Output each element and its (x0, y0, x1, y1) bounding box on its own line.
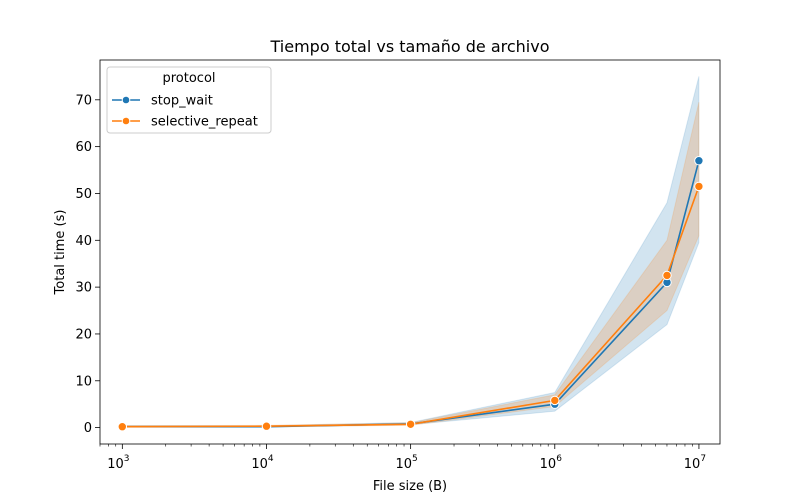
data-point-selective-repeat (550, 395, 560, 406)
series-lines (122, 160, 700, 428)
y-tick-label: 70 (75, 93, 92, 108)
y-axis: 0 10 20 30 40 50 60 70 (75, 93, 100, 436)
data-point-selective-repeat (694, 181, 704, 192)
series-line-stop-wait (122, 160, 700, 428)
ci-band-selective-repeat (121, 101, 700, 428)
x-axis-label: File size (B) (373, 479, 447, 494)
data-point-selective-repeat (261, 421, 272, 431)
legend: protocol stop_wait selective_repeat (106, 66, 272, 134)
legend-box (106, 66, 272, 134)
chart-title: Tiempo total vs tamaño de archivo (270, 37, 550, 56)
y-tick-label: 30 (75, 281, 92, 296)
y-tick-label: 40 (75, 234, 92, 249)
series-points (117, 156, 704, 432)
data-point-selective-repeat (117, 422, 128, 432)
y-tick-label: 10 (75, 374, 92, 389)
x-tick-label: 106 (540, 454, 563, 472)
x-tick-label: 104 (251, 454, 274, 472)
legend-title: protocol (162, 71, 215, 86)
data-point-selective-repeat (405, 419, 416, 429)
x-tick-label: 107 (684, 454, 706, 472)
x-tick-label: 105 (395, 454, 417, 472)
data-point-stop-wait (694, 156, 704, 166)
y-tick-label: 0 (84, 421, 92, 436)
legend-label-stop-wait: stop_wait (151, 94, 213, 109)
x-tick-label: 103 (107, 454, 129, 472)
y-tick-label: 50 (75, 187, 92, 202)
legend-swatch-marker-stop-wait (121, 95, 131, 105)
y-axis-label: Total time (s) (53, 210, 68, 296)
x-axis: 103 104 105 106 107 (99, 444, 706, 472)
y-tick-label: 60 (75, 140, 92, 155)
y-tick-label: 20 (75, 327, 92, 342)
legend-swatch-marker-selective-repeat (121, 116, 131, 126)
series-line-selective-repeat (122, 186, 700, 428)
legend-label-selective-repeat: selective_repeat (151, 115, 258, 130)
plot-frame (99, 59, 721, 445)
data-point-selective-repeat (662, 270, 672, 281)
